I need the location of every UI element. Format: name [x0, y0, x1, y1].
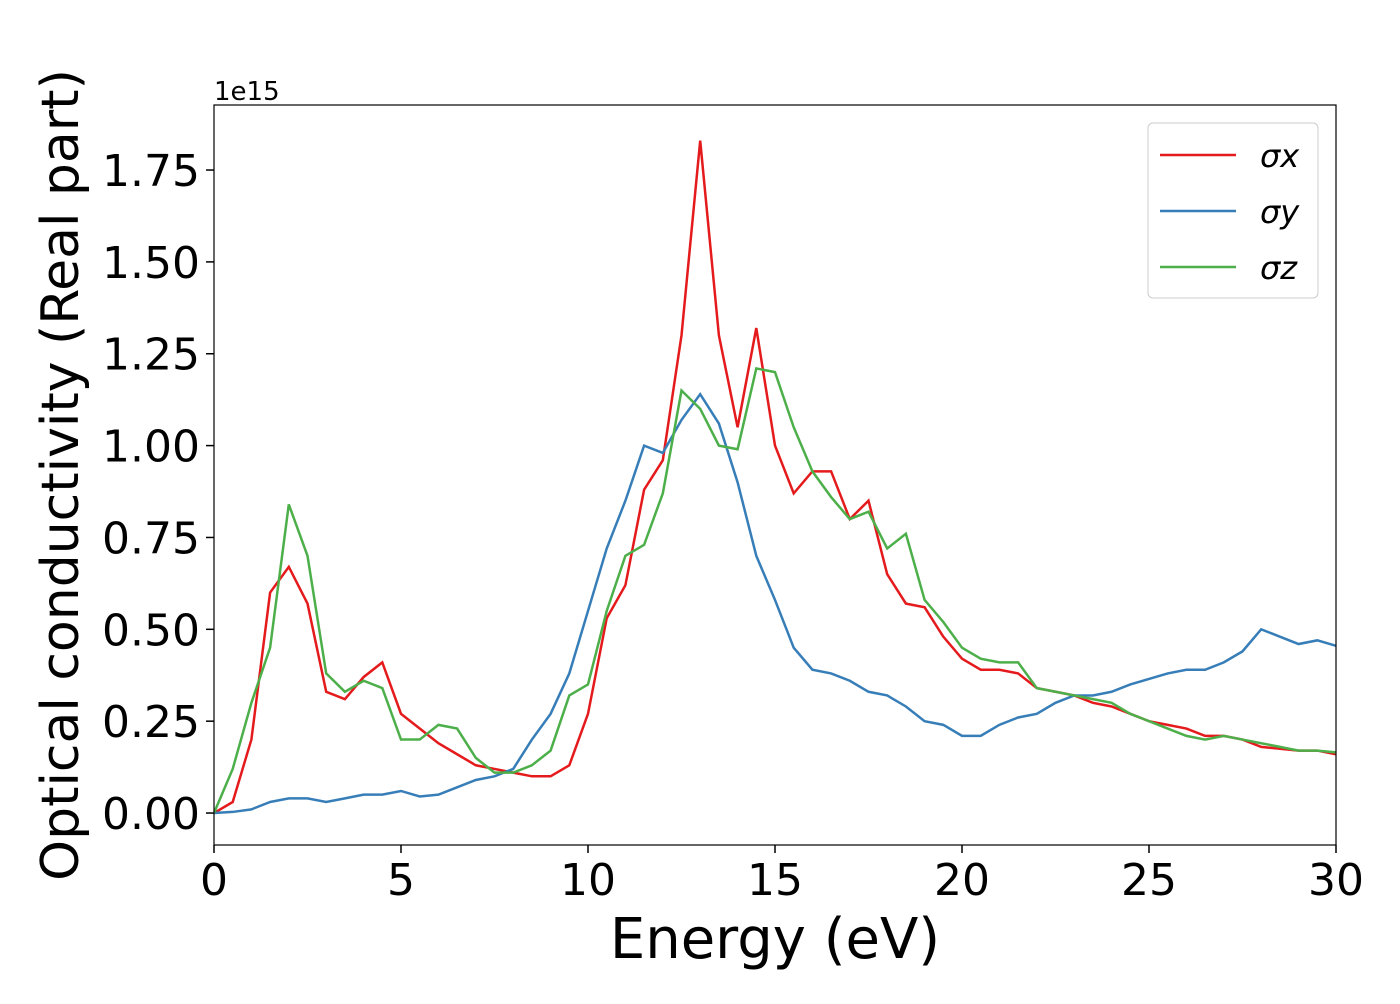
- y-tick-label: 0.00: [102, 789, 200, 840]
- legend-label: σy: [1260, 193, 1300, 231]
- series-line: [212, 366, 1337, 814]
- offset-label: 1e15: [214, 77, 280, 107]
- x-tick-label: 0: [200, 855, 228, 906]
- x-tick-label: 20: [934, 855, 990, 906]
- y-tick-label: 0.25: [102, 697, 200, 748]
- y-tick-label: 1.25: [102, 330, 200, 381]
- x-tick-label: 30: [1308, 855, 1364, 906]
- x-tick-label: 5: [387, 855, 415, 906]
- y-tick-label: 0.75: [102, 513, 200, 564]
- y-tick-label: 1.50: [102, 238, 200, 289]
- y-tick-label: 1.00: [102, 422, 200, 473]
- y-tick-label: 0.50: [102, 605, 200, 656]
- x-tick-label: 15: [747, 855, 803, 906]
- y-tick-label: 1.75: [102, 146, 200, 197]
- series-line: [213, 391, 1337, 815]
- legend-label: σz: [1260, 249, 1298, 287]
- plot-frame: [213, 104, 1337, 846]
- y-axis-label: Optical conductivity (Real part): [31, 69, 91, 881]
- x-tick-label: 10: [560, 855, 616, 906]
- legend-label: σx: [1260, 137, 1300, 175]
- x-tick-label: 25: [1121, 855, 1177, 906]
- x-axis-label: Energy (eV): [610, 907, 940, 972]
